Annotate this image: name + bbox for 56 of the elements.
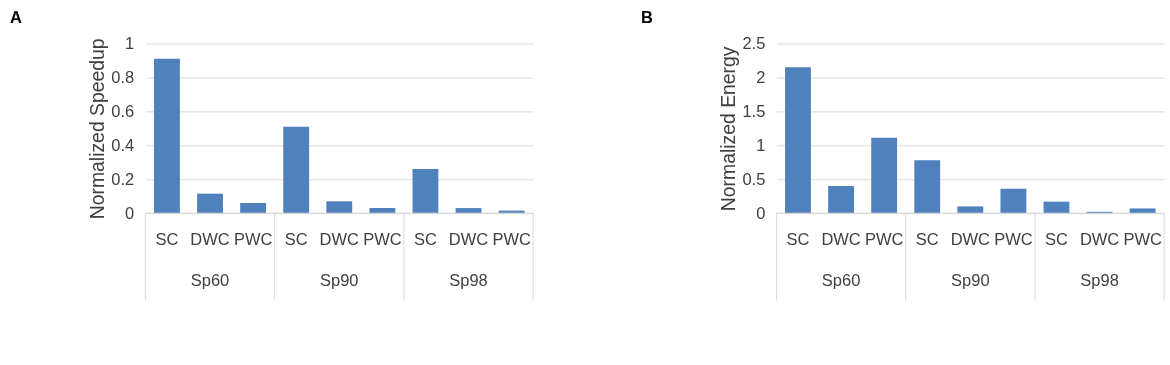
text: Sp90	[951, 270, 990, 289]
bar	[240, 203, 267, 214]
y-tick-label: 0	[756, 203, 766, 222]
text: Sp60	[821, 270, 861, 289]
text: A	[10, 8, 23, 27]
x-tick-label: DWC	[190, 230, 230, 249]
x-tick-label: PWC	[1123, 230, 1162, 249]
text: Sp98	[1080, 270, 1119, 289]
y-tick-label: 0	[125, 203, 135, 222]
y-tick-label: 1	[756, 135, 766, 154]
bar	[1043, 201, 1070, 214]
bar	[914, 160, 941, 214]
bar	[283, 126, 310, 214]
bar	[412, 169, 439, 214]
bar	[455, 208, 482, 214]
x-tick-label: DWC	[950, 230, 991, 249]
x-tick-label: SC	[786, 230, 810, 249]
x-tick-label: PWC	[994, 230, 1033, 249]
bar	[154, 58, 180, 214]
x-tick-label: PWC	[233, 230, 273, 249]
text: Sp60	[190, 270, 230, 289]
bar	[957, 206, 984, 214]
x-tick-label: SC	[284, 230, 308, 249]
y-tick-label: 0.5	[742, 169, 766, 188]
bar	[871, 137, 898, 214]
bar	[828, 186, 854, 214]
bar	[1000, 188, 1027, 214]
y-tick-label: 0.2	[111, 169, 135, 188]
y-tick-label: 2.5	[742, 33, 766, 52]
bar	[197, 193, 223, 214]
bar	[369, 208, 396, 214]
text: Sp98	[449, 270, 488, 289]
x-tick-label: DWC	[1079, 230, 1120, 249]
x-tick-label: SC	[1045, 230, 1069, 249]
x-tick-label: PWC	[363, 230, 402, 249]
x-tick-label: DWC	[448, 230, 489, 249]
y-axis-title: Normalized Energy	[716, 46, 739, 212]
y-tick-label: 0.4	[111, 135, 135, 154]
x-tick-label: SC	[915, 230, 939, 249]
y-tick-label: 1	[125, 33, 135, 52]
x-tick-label: PWC	[492, 230, 531, 249]
bar	[785, 67, 811, 214]
x-tick-label: SC	[413, 230, 437, 249]
bar	[326, 201, 353, 214]
x-tick-label: SC	[155, 230, 179, 249]
y-tick-label: 1.5	[742, 101, 766, 120]
y-tick-label: 2	[756, 67, 766, 86]
x-tick-label: DWC	[319, 230, 360, 249]
y-tick-label: 0.8	[111, 67, 135, 86]
y-axis-title: Normalized Speedup	[85, 38, 108, 220]
bar	[1129, 208, 1156, 214]
text: B	[641, 8, 654, 27]
y-tick-label: 0.6	[111, 101, 135, 120]
text: Sp90	[320, 270, 359, 289]
x-tick-label: DWC	[821, 230, 861, 249]
x-tick-label: PWC	[864, 230, 904, 249]
